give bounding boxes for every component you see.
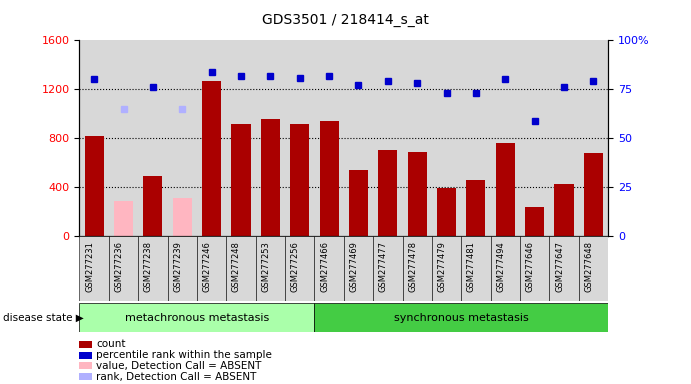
- Bar: [319, 121, 339, 236]
- Text: GSM277479: GSM277479: [437, 242, 446, 292]
- Bar: [578, 236, 608, 301]
- Bar: [495, 143, 515, 236]
- Bar: [79, 303, 314, 332]
- Bar: [520, 236, 549, 301]
- Bar: [138, 236, 167, 301]
- Text: count: count: [96, 339, 126, 349]
- Text: GSM277646: GSM277646: [526, 242, 535, 292]
- Bar: [402, 236, 432, 301]
- Bar: [173, 198, 192, 236]
- Bar: [227, 236, 256, 301]
- Text: GSM277466: GSM277466: [320, 242, 329, 292]
- Text: percentile rank within the sample: percentile rank within the sample: [96, 350, 272, 360]
- Text: GSM277481: GSM277481: [467, 242, 476, 292]
- Bar: [84, 136, 104, 236]
- Bar: [549, 236, 578, 301]
- Bar: [167, 236, 197, 301]
- Bar: [462, 236, 491, 301]
- Text: GSM277494: GSM277494: [496, 242, 505, 292]
- Bar: [584, 153, 603, 236]
- Text: GDS3501 / 218414_s_at: GDS3501 / 218414_s_at: [262, 13, 429, 27]
- Text: rank, Detection Call = ABSENT: rank, Detection Call = ABSENT: [96, 372, 256, 382]
- Bar: [290, 124, 310, 236]
- Bar: [261, 119, 280, 236]
- Bar: [256, 236, 285, 301]
- Text: metachronous metastasis: metachronous metastasis: [125, 313, 269, 323]
- Bar: [437, 189, 456, 236]
- Bar: [314, 236, 343, 301]
- Text: GSM277256: GSM277256: [291, 242, 300, 292]
- Text: GSM277231: GSM277231: [85, 242, 94, 292]
- Bar: [466, 180, 486, 236]
- Text: GSM277246: GSM277246: [202, 242, 211, 292]
- Text: GSM277469: GSM277469: [350, 242, 359, 292]
- Text: GSM277477: GSM277477: [379, 242, 388, 292]
- Text: disease state ▶: disease state ▶: [3, 313, 84, 323]
- Bar: [491, 236, 520, 301]
- Bar: [408, 152, 427, 236]
- Bar: [197, 236, 227, 301]
- Bar: [79, 236, 109, 301]
- Bar: [231, 124, 251, 236]
- Bar: [373, 236, 402, 301]
- Text: GSM277253: GSM277253: [261, 242, 270, 292]
- Bar: [554, 184, 574, 236]
- Text: GSM277647: GSM277647: [555, 242, 564, 292]
- Text: GSM277236: GSM277236: [115, 242, 124, 292]
- Text: synchronous metastasis: synchronous metastasis: [394, 313, 529, 323]
- Bar: [344, 236, 373, 301]
- Bar: [525, 207, 545, 236]
- Text: value, Detection Call = ABSENT: value, Detection Call = ABSENT: [96, 361, 261, 371]
- Bar: [378, 151, 397, 236]
- Text: GSM277478: GSM277478: [408, 242, 417, 292]
- Bar: [432, 236, 462, 301]
- Bar: [314, 303, 608, 332]
- Bar: [349, 170, 368, 236]
- Text: GSM277239: GSM277239: [173, 242, 182, 292]
- Text: GSM277648: GSM277648: [585, 242, 594, 292]
- Text: GSM277248: GSM277248: [232, 242, 241, 292]
- Text: GSM277238: GSM277238: [144, 242, 153, 292]
- Bar: [143, 176, 162, 236]
- Bar: [285, 236, 314, 301]
- Bar: [114, 201, 133, 236]
- Bar: [202, 81, 221, 236]
- Bar: [109, 236, 138, 301]
